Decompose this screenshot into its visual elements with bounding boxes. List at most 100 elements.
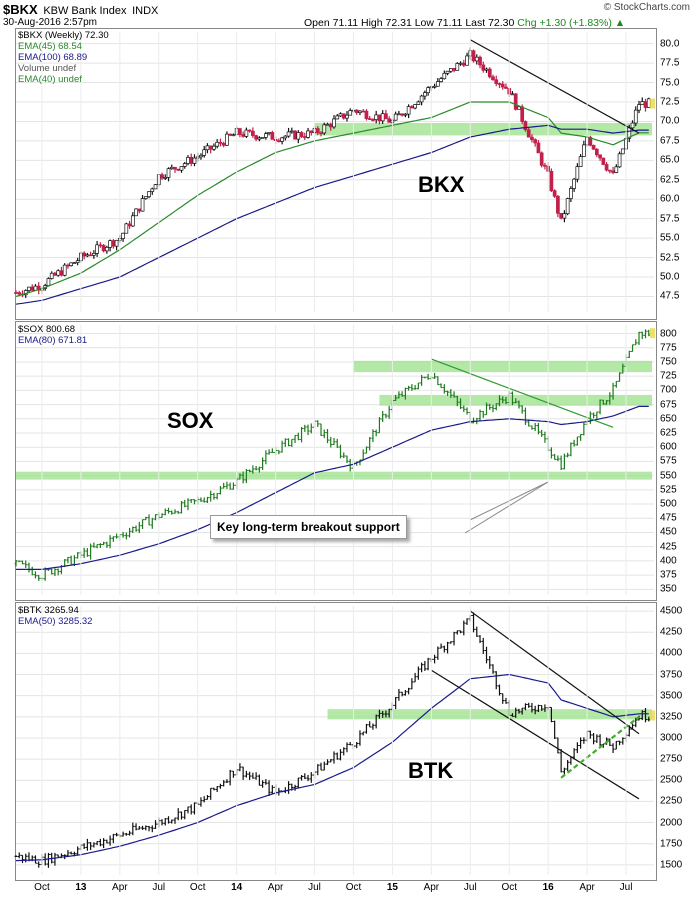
candle-body <box>205 145 210 151</box>
y-tick-label: 52.5 <box>660 252 680 264</box>
candle-body <box>487 68 492 78</box>
candle-body <box>442 72 447 80</box>
candle-body <box>419 95 424 103</box>
candle-body <box>166 168 171 178</box>
candle-body <box>539 152 544 166</box>
y-tick-label: 375 <box>660 569 677 581</box>
candle-body <box>328 123 333 128</box>
candle-body <box>309 130 314 133</box>
candle-body <box>85 254 90 257</box>
candle-body <box>549 170 554 192</box>
candle-body <box>361 110 366 113</box>
y-tick-label: 575 <box>660 455 677 467</box>
x-axis: Oct 13 Apr Jul Oct 14 Apr Jul Oct 15 Apr Jul Oct 16 Ap… <box>15 880 655 898</box>
candle-body <box>134 208 138 217</box>
candle-body <box>403 113 408 116</box>
x-tick-label: Jul <box>308 882 321 893</box>
x-tick-label: Jul <box>463 882 477 893</box>
candle-body <box>559 212 563 219</box>
candle-body <box>192 157 197 164</box>
candle-body <box>289 130 294 133</box>
x-tick-label: Apr <box>112 882 128 893</box>
candle-body <box>364 110 369 119</box>
candle-body <box>218 141 223 144</box>
candle-body <box>75 260 80 263</box>
y-tick-label: 3250 <box>660 711 683 723</box>
candle-body <box>510 93 515 96</box>
legend-item: EMA(50) 3285.32 <box>18 616 93 627</box>
candle-body <box>14 292 18 294</box>
ohlc-readout: Open 71.11 High 72.31 Low 71.11 Last 72.… <box>304 17 625 29</box>
candle-body <box>69 262 74 266</box>
callout-breakout-support: Key long-term breakout support <box>210 515 407 539</box>
rising-support-line <box>560 715 640 779</box>
candle-body <box>461 62 466 66</box>
candle-body <box>189 156 194 164</box>
candle-body <box>565 198 570 215</box>
change-value: Chg +1.30 (+1.83%) <box>517 17 612 29</box>
candle-body <box>458 62 463 65</box>
candle-body <box>358 110 362 113</box>
candle-body <box>56 270 61 276</box>
candle-body <box>588 136 593 146</box>
candle-body <box>413 104 417 109</box>
candle-body <box>426 87 430 94</box>
candle-body <box>598 154 602 159</box>
candle-body <box>384 113 388 120</box>
candle-body <box>478 56 482 66</box>
trendline <box>469 39 640 134</box>
ema-line <box>15 673 649 862</box>
candle-body <box>393 113 398 121</box>
candle-body <box>543 164 547 167</box>
candle-body <box>439 78 443 82</box>
candle-body <box>228 133 233 136</box>
y-tick-label: 67.5 <box>660 135 680 147</box>
candle-body <box>111 240 116 247</box>
candle-body <box>299 132 304 137</box>
candle-body <box>127 223 132 227</box>
candle-body <box>254 135 258 140</box>
candle-body <box>27 286 31 291</box>
candle-body <box>397 113 401 116</box>
symbol: $BKX <box>3 2 38 17</box>
x-tick-label: 13 <box>75 882 87 893</box>
candle-body <box>377 114 382 122</box>
candle-body <box>387 118 392 123</box>
candle-body <box>150 188 155 192</box>
x-tick-label: 14 <box>231 882 243 893</box>
candle-body <box>267 132 271 135</box>
candle-body <box>306 130 310 138</box>
legend-item: $BKX (Weekly) 72.30 <box>18 30 109 41</box>
y-tick-label: 4500 <box>660 605 683 617</box>
last-price-marker <box>650 98 655 109</box>
candle-body <box>147 191 151 198</box>
y-tick-label: 500 <box>660 498 677 510</box>
panel-btk <box>15 602 657 881</box>
label-btk: BTK <box>408 758 454 783</box>
candle-body <box>423 92 427 97</box>
candle-body <box>400 113 404 116</box>
candle-body <box>533 139 538 144</box>
support-band <box>327 709 652 720</box>
candle-body <box>601 157 606 165</box>
candle-body <box>231 134 236 137</box>
candle-body <box>455 63 460 71</box>
candle-body <box>520 106 525 122</box>
candle-body <box>244 129 249 137</box>
candle-body <box>481 64 486 71</box>
y-tick-label: 550 <box>660 470 677 482</box>
candle-body <box>296 132 301 140</box>
candle-body <box>270 132 275 140</box>
legend-item: $BTK 3265.94 <box>18 605 79 616</box>
candle-body <box>173 166 177 170</box>
y-tick-label: 2250 <box>660 795 683 807</box>
legend-item: $SOX 800.68 <box>18 324 76 335</box>
y-tick-label: 2000 <box>660 817 683 829</box>
candle-body <box>241 134 245 137</box>
candle-body <box>302 136 307 138</box>
x-tick-label: 15 <box>386 882 398 893</box>
candle-body <box>345 114 349 119</box>
last-price-marker <box>650 710 655 721</box>
legend-sox: $SOX 800.68 EMA(80) 671.81 <box>18 324 87 346</box>
y-tick-label: 450 <box>660 526 677 538</box>
